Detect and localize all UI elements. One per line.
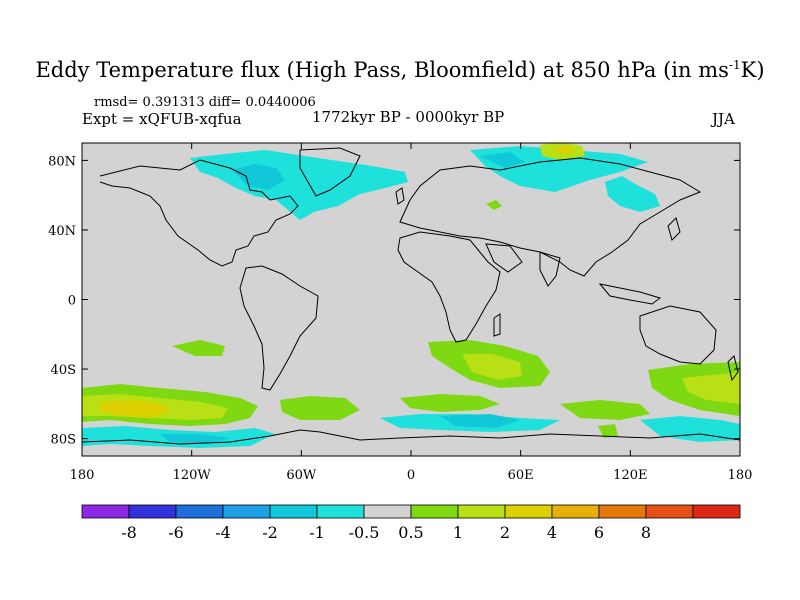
colorbar-swatch (128, 504, 177, 519)
coast-africa (397, 231, 501, 343)
anomaly-patch-siberia-core (480, 152, 525, 168)
coast-madagascar (493, 313, 501, 337)
anomaly-patch-antarctic-blue-atlantic (440, 414, 520, 428)
anomaly-patch-north-pacific-green (486, 200, 502, 210)
anomaly-patch-south-africa-core (462, 354, 522, 380)
x-tick-label: 120W (173, 468, 212, 483)
coast-australia (639, 305, 717, 365)
anomaly-patch-antarctic-cyan-east (640, 416, 740, 442)
colorbar-labels: -8 -6 -4 -2 -1 -0.5 0.5 1 2 4 6 8 (121, 523, 651, 542)
coast-japan (667, 217, 681, 241)
colorbar-label: -1 (309, 523, 325, 542)
colorbar-swatch (504, 504, 553, 519)
x-tick-label: 180 (728, 468, 753, 483)
colorbar-label: 8 (641, 523, 651, 542)
y-tick-label: 80S (51, 433, 76, 448)
colorbar-swatch (457, 504, 506, 519)
anomaly-patch-taymyr-core (556, 147, 574, 154)
x-tick-label: 120E (613, 468, 647, 483)
chart-title: Eddy Temperature flux (High Pass, Bloomf… (35, 58, 765, 82)
anomaly-patch-east-pacific-green (172, 340, 225, 356)
coast-antarctica (82, 429, 740, 445)
period-label: 1772kyr BP - 0000kyr BP (312, 108, 505, 126)
colorbar-swatch (175, 504, 224, 519)
colorbar-swatch (410, 504, 459, 519)
colorbar-swatch (692, 504, 741, 519)
colorbar-label: -0.5 (349, 523, 380, 542)
y-tick-label: 0 (68, 294, 76, 309)
coast-greenland (299, 147, 361, 197)
anomaly-patch-antarctic-green-east (598, 424, 618, 438)
colorbar-swatch (81, 504, 130, 519)
anomaly-patch-south-atlantic-green (400, 394, 500, 412)
coast-north-america (99, 159, 299, 267)
coast-arabia (485, 243, 523, 273)
colorbar-swatch (551, 504, 600, 519)
colorbar-label: 1 (453, 523, 463, 542)
x-tick-label: 60W (286, 468, 317, 483)
colorbar-label: -6 (168, 523, 184, 542)
colorbar-label: 0.5 (398, 523, 423, 542)
y-tick-label: 40S (51, 363, 76, 378)
coast-india (539, 251, 561, 287)
colorbar-swatch (645, 504, 694, 519)
x-tick-label: 0 (407, 468, 415, 483)
coast-se-asia-islands (598, 283, 662, 305)
coast-europe-asia (399, 157, 702, 277)
x-tick-label: 60E (508, 468, 534, 483)
colorbar-swatch (222, 504, 271, 519)
anomaly-patch-south-pacific-orange (100, 400, 170, 418)
anomaly-field (82, 143, 740, 448)
anomaly-patch-south-indian-green (560, 400, 650, 420)
coast-uk (395, 187, 405, 205)
coast-new-zealand (727, 355, 739, 382)
colorbar (81, 504, 741, 519)
colorbar-swatch (269, 504, 318, 519)
y-tick-label: 40N (48, 224, 76, 239)
axis-labels: 80N 40N 0 40S 80S 180 120W 60W 0 60E 120E 180 (48, 154, 752, 483)
coast-south-america (239, 265, 319, 391)
colorbar-label: -4 (215, 523, 231, 542)
stats-label: rmsd= 0.391313 diff= 0.0440006 (94, 95, 316, 110)
colorbar-swatch (316, 504, 365, 519)
anomaly-patch-drake-green (280, 396, 360, 420)
season-label: JJA (712, 110, 735, 128)
colorbar-label: 2 (500, 523, 510, 542)
experiment-label: Expt = xQFUB-xqfua (82, 110, 242, 128)
axis-ticks (81, 143, 741, 456)
anomaly-patch-antarctic-cyan-core (160, 434, 230, 444)
anomaly-patch-ne-asia (605, 176, 660, 212)
colorbar-label: -8 (121, 523, 137, 542)
colorbar-label: 6 (594, 523, 604, 542)
anomaly-patch-australia-core (682, 372, 740, 404)
colorbar-label: 4 (547, 523, 557, 542)
y-tick-label: 80N (48, 154, 76, 169)
colorbar-swatch (363, 504, 412, 519)
x-tick-label: 180 (70, 468, 95, 483)
colorbar-label: -2 (262, 523, 278, 542)
anomaly-patch-arctic-canada-core (232, 164, 285, 190)
colorbar-swatch (598, 504, 647, 519)
coastlines (82, 147, 740, 445)
